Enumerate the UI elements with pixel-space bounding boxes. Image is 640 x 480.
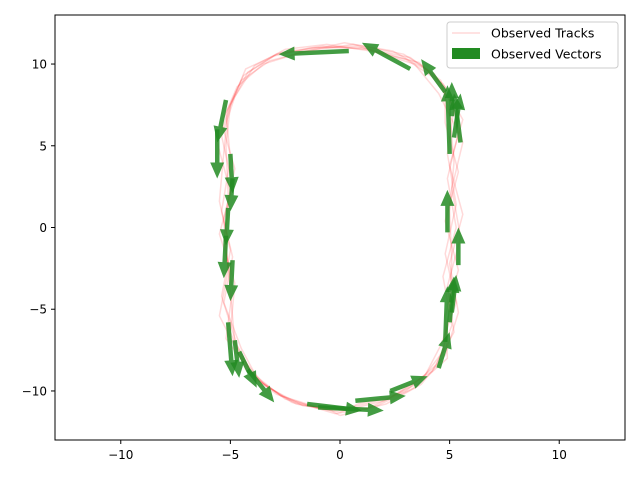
vector-arrow-27 — [440, 189, 455, 233]
y-tick-label-0: −10 — [22, 384, 47, 398]
x-tick-label-3: 5 — [446, 448, 454, 462]
y-tick-label-4: 10 — [32, 58, 47, 72]
vector-arrow-17 — [246, 368, 275, 403]
vector-arrow-5 — [449, 93, 464, 143]
x-axis: −10 −5 0 5 10 — [108, 440, 567, 462]
vector-arrow-22 — [436, 332, 452, 369]
vector-arrow-9 — [224, 153, 239, 194]
x-tick-label-4: 10 — [552, 448, 567, 462]
x-tick-label-0: −10 — [108, 448, 133, 462]
legend-box — [446, 21, 619, 69]
vector-arrow-13 — [224, 260, 239, 302]
legend-vectors-swatch — [452, 48, 480, 59]
y-tick-label-2: 0 — [39, 221, 47, 235]
legend-vectors-label: Observed Vectors — [491, 47, 601, 62]
vector-arrow-19 — [318, 402, 384, 417]
vector-arrow-20 — [355, 390, 406, 405]
vector-arrow-25 — [447, 274, 462, 313]
vector-arrow-12 — [217, 235, 232, 279]
plot-area — [210, 42, 466, 417]
y-tick-label-1: −5 — [29, 303, 47, 317]
vector-arrow-11 — [219, 207, 234, 246]
vector-arrow-15 — [230, 340, 245, 378]
legend: Observed Tracks Observed Vectors — [446, 21, 619, 69]
vector-arrow-8 — [210, 129, 225, 179]
track-line-4 — [216, 45, 460, 410]
x-tick-label-2: 0 — [336, 448, 344, 462]
vector-arrow-10 — [224, 178, 239, 212]
y-tick-label-3: 5 — [39, 139, 47, 153]
vector-arrow-2 — [421, 59, 447, 94]
vectors-layer — [210, 42, 466, 417]
vector-arrow-26 — [451, 227, 466, 266]
y-axis: −10 −5 0 5 10 — [22, 58, 55, 398]
vector-arrow-21 — [389, 375, 428, 394]
legend-tracks-label: Observed Tracks — [491, 26, 594, 41]
vector-arrow-16 — [237, 350, 257, 388]
x-tick-label-1: −5 — [222, 448, 240, 462]
vector-arrow-6 — [440, 85, 455, 154]
vector-arrow-0 — [278, 46, 349, 61]
vector-arrow-1 — [361, 42, 412, 71]
